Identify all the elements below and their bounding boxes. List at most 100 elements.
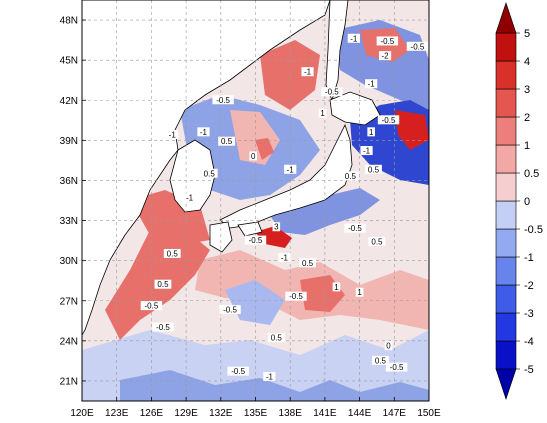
contour-label: 0.5 bbox=[371, 237, 383, 246]
contour-label: 0.5 bbox=[157, 280, 169, 289]
colorbar-level-label: -4 bbox=[524, 336, 534, 348]
contour-label-box bbox=[219, 305, 241, 315]
field-region-japan-sea-strong-positive bbox=[255, 138, 274, 160]
contour-label: -0.5 bbox=[156, 323, 170, 332]
colorbar-segment bbox=[495, 284, 517, 314]
contour-label-box bbox=[347, 33, 360, 43]
contour-label: 1 bbox=[357, 288, 362, 297]
map-gridlines bbox=[82, 0, 429, 401]
colorbar-level-label: -0.5 bbox=[524, 224, 543, 236]
lon-tick-label: 123E bbox=[105, 408, 129, 419]
colorbar-level-label: 2 bbox=[524, 112, 530, 124]
colorbar-level-label: -5 bbox=[524, 364, 534, 376]
contour-label-box bbox=[301, 67, 314, 77]
longitude-axis: 120E 123E 126E 129E 132E 135E 138E 141E 144E 147E… bbox=[70, 397, 441, 419]
contour-label-box bbox=[183, 192, 196, 202]
contour-label: 0.5 bbox=[302, 259, 314, 268]
contour-label: -0.5 bbox=[390, 363, 404, 372]
contour-label: 1 bbox=[334, 283, 339, 292]
contour-label-box bbox=[163, 248, 181, 258]
contour-label-box bbox=[200, 168, 218, 178]
contour-label-box bbox=[154, 279, 172, 289]
contour-label-box bbox=[249, 151, 257, 161]
contour-label-box bbox=[355, 287, 364, 297]
contour-label-box bbox=[332, 282, 341, 292]
contour-label: 0.5 bbox=[271, 334, 283, 343]
contour-label-box bbox=[278, 252, 291, 262]
contour-label-box bbox=[212, 95, 234, 105]
colorbar-under-arrow bbox=[495, 368, 517, 400]
contour-label: 0.5 bbox=[204, 169, 216, 178]
contour-label-box bbox=[365, 164, 382, 174]
contour-label: -0.5 bbox=[216, 96, 230, 105]
contour-label: -1 bbox=[368, 80, 376, 89]
contour-label: 3 bbox=[274, 223, 279, 232]
contour-label: 0.5 bbox=[368, 165, 380, 174]
lon-tick-label: 129E bbox=[174, 408, 198, 419]
colorbar-segment bbox=[495, 116, 517, 146]
contour-label: -0.5 bbox=[249, 236, 263, 245]
colorbar-level-label: 4 bbox=[524, 56, 530, 68]
lon-tick-label: 144E bbox=[348, 408, 372, 419]
contour-label-box bbox=[344, 223, 366, 233]
contour-label-box bbox=[197, 127, 210, 137]
lat-tick-label: 39N bbox=[60, 136, 78, 147]
contour-label: -1 bbox=[350, 34, 358, 43]
contour-label-box bbox=[384, 341, 393, 351]
contour-label: -1 bbox=[281, 253, 289, 262]
contour-label: 0.5 bbox=[167, 249, 179, 258]
colorbar-segment bbox=[495, 32, 517, 62]
land-sakhalin bbox=[325, 0, 349, 102]
contour-label-box bbox=[285, 291, 307, 301]
contour-label-box bbox=[321, 87, 343, 97]
contour-label: -0.5 bbox=[223, 306, 237, 315]
lat-tick-label: 45N bbox=[60, 56, 78, 67]
colorbar-level-label: 0 bbox=[524, 196, 530, 208]
colorbar-over-arrow bbox=[495, 2, 517, 34]
colorbar-level-label: 5 bbox=[524, 28, 530, 40]
contour-label: -1 bbox=[304, 68, 312, 77]
contour-label: 0 bbox=[251, 152, 256, 161]
contour-label: -0.5 bbox=[380, 37, 394, 46]
contour-label: -0.5 bbox=[382, 116, 396, 125]
colorbar-level-label: -1 bbox=[524, 252, 534, 264]
colorbar: -5 -4 -3 -2 -1 -0.5 0 0.5 1 2 3 4 5 bbox=[495, 2, 543, 400]
colorbar-segment bbox=[495, 228, 517, 258]
contour-label-box bbox=[406, 41, 429, 51]
latitude-axis: 21N 24N 27N 30N 33N 36N 39N 42N 45N 48N bbox=[60, 16, 86, 387]
contour-label: 0 bbox=[386, 342, 391, 351]
colorbar-segment bbox=[495, 256, 517, 286]
contour-label-box bbox=[218, 136, 235, 146]
contour-label: -0.5 bbox=[145, 302, 159, 311]
contour-label-box bbox=[376, 36, 399, 46]
colorbar-segment bbox=[495, 172, 517, 202]
colorbar-level-label: 3 bbox=[524, 84, 530, 96]
land-korean-peninsula bbox=[169, 139, 216, 213]
lat-tick-label: 21N bbox=[60, 376, 78, 387]
colorbar-level-label: -3 bbox=[524, 308, 534, 320]
contour-label-box bbox=[318, 108, 327, 118]
contour-label-box bbox=[377, 115, 400, 125]
contour-label-box bbox=[166, 130, 179, 140]
colorbar-segment bbox=[495, 144, 517, 174]
colorbar-level-label: 1 bbox=[524, 140, 530, 152]
contour-label: 0.5 bbox=[345, 172, 357, 181]
lon-tick-label: 120E bbox=[70, 408, 94, 419]
contour-label-box bbox=[372, 355, 389, 365]
lat-tick-label: 27N bbox=[60, 296, 78, 307]
lat-tick-label: 33N bbox=[60, 216, 78, 227]
contour-label: -1 bbox=[287, 165, 295, 174]
lat-tick-label: 30N bbox=[60, 256, 78, 267]
lon-tick-label: 135E bbox=[244, 408, 268, 419]
contour-label-box bbox=[368, 236, 386, 246]
contour-label-box bbox=[244, 235, 267, 245]
contour-labels: -1 -0.5 -0.5 0.5 -0.5 0.5 0 -0.5 -0.5 1 0.5 -0.5 1 -0… bbox=[140, 33, 429, 381]
lon-tick-label: 126E bbox=[140, 408, 164, 419]
contour-label-box bbox=[284, 164, 297, 174]
contour-label-box bbox=[140, 301, 163, 311]
contour-label: -0.5 bbox=[289, 292, 303, 301]
colorbar-segment bbox=[495, 312, 517, 342]
lon-tick-label: 132E bbox=[209, 408, 233, 419]
contour-label-box bbox=[378, 51, 392, 61]
